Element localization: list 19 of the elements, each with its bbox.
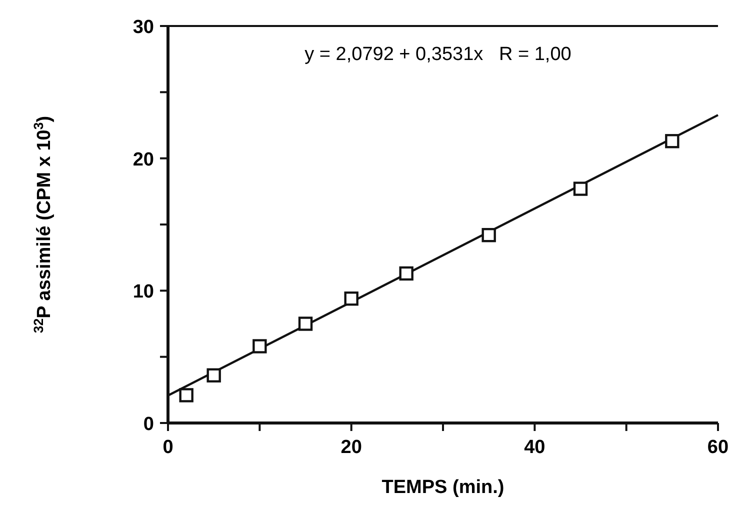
- y-tick-label: 30: [132, 17, 154, 38]
- x-tick-label: 0: [162, 437, 174, 458]
- annotation: y = 2,0792 + 0,3531x R = 1,00: [304, 44, 572, 65]
- point: [573, 182, 588, 196]
- point: [252, 339, 267, 354]
- x-tick-label: 40: [524, 437, 546, 458]
- point: [179, 388, 194, 402]
- point: [298, 316, 313, 331]
- point: [344, 292, 358, 306]
- point: [206, 368, 221, 382]
- point: [665, 134, 680, 148]
- y-tick-label: 0: [143, 414, 154, 435]
- y-tick-label: 10: [132, 282, 154, 303]
- x-axis-title: TEMPS (min.): [382, 477, 504, 498]
- point: [482, 228, 496, 242]
- x-tick-label: 60: [707, 437, 729, 458]
- x-tick-label: 20: [340, 437, 362, 458]
- point: [399, 266, 414, 281]
- y-tick-label: 20: [132, 149, 154, 170]
